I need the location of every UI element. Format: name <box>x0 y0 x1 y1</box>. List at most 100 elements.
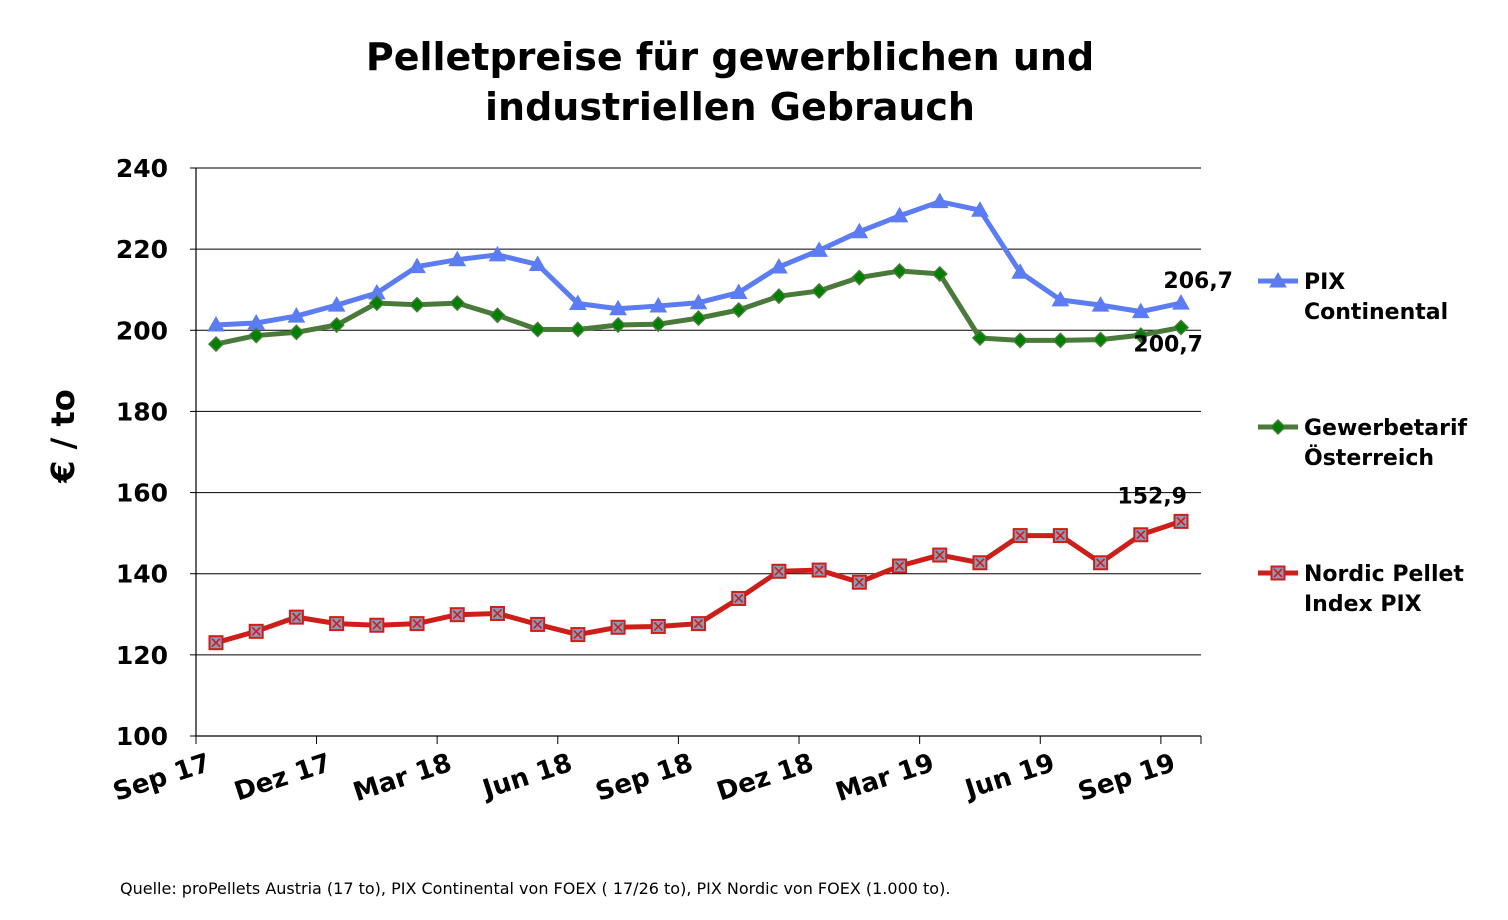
marker-pix-continental-7 <box>488 245 507 262</box>
marker-nordic-pellet-index-9-cross <box>573 630 583 640</box>
y-tick-label-120: 120 <box>116 641 168 670</box>
marker-gewerbetarif-oesterreich-1 <box>248 327 265 344</box>
source-note: Quelle: proPellets Austria (17 to), PIX … <box>120 879 950 898</box>
marker-nordic-pellet-index-24-cross <box>1176 516 1186 526</box>
marker-nordic-pellet-index-17-cross <box>894 561 905 571</box>
marker-pix-continental-17 <box>890 206 909 223</box>
marker-gewerbetarif-oesterreich-15 <box>811 282 828 299</box>
marker-nordic-pellet-index-10-cross <box>613 622 623 632</box>
marker-gewerbetarif-oesterreich-17 <box>891 262 908 280</box>
marker-nordic-pellet-index-18-cross <box>935 550 945 560</box>
marker-pix-continental-15 <box>810 241 828 257</box>
marker-nordic-pellet-index-14-cross <box>774 566 784 576</box>
x-tick-label-sep-19: Sep 19 <box>1075 748 1180 808</box>
marker-nordic-pellet-index-21-cross <box>1055 531 1065 541</box>
y-tick-label-160: 160 <box>116 479 168 508</box>
marker-nordic-pellet-index-7 <box>489 605 505 621</box>
marker-gewerbetarif-oesterreich-13 <box>730 301 747 319</box>
marker-pix-continental-2 <box>287 307 306 323</box>
y-tick-label-180: 180 <box>116 397 168 426</box>
x-tick-label-dez-18: Dez 18 <box>713 748 817 807</box>
axes <box>190 167 1202 744</box>
marker-nordic-pellet-index-3-cross <box>332 619 342 629</box>
marker-nordic-pellet-index-0-cross <box>211 638 221 648</box>
legend-label-gewerbetarif-oesterreich-0: Gewerbetarif <box>1304 416 1467 441</box>
marker-pix-continental-5 <box>408 257 426 274</box>
x-tick-label-mar-18: Mar 18 <box>350 748 456 808</box>
x-tick-label-mar-19: Mar 19 <box>832 748 938 808</box>
marker-nordic-pellet-index-18 <box>932 547 948 563</box>
marker-nordic-pellet-index-6 <box>449 607 465 623</box>
y-axis-label: € / to <box>44 389 82 484</box>
marker-gewerbetarif-oesterreich-10 <box>610 316 627 334</box>
marker-pix-continental-21 <box>1051 290 1070 307</box>
y-tick-label-220: 220 <box>116 235 168 264</box>
marker-nordic-pellet-index-19 <box>972 555 988 571</box>
legend-marker-nordic-pellet-index <box>1270 565 1286 581</box>
marker-nordic-pellet-index-21 <box>1052 528 1068 544</box>
marker-gewerbetarif-oesterreich-8 <box>529 321 546 338</box>
marker-pix-continental-0 <box>207 316 225 332</box>
marker-nordic-pellet-index-12 <box>691 616 706 632</box>
marker-pix-continental-8 <box>528 255 547 272</box>
marker-nordic-pellet-index-23-cross <box>1136 530 1146 540</box>
marker-nordic-pellet-index-8-cross <box>533 619 543 629</box>
marker-gewerbetarif-oesterreich-16 <box>851 269 868 286</box>
y-tick-label-200: 200 <box>116 316 168 345</box>
marker-nordic-pellet-index-15-cross <box>814 565 824 575</box>
y-tick-label-140: 140 <box>116 560 168 589</box>
series-lines <box>213 199 1184 646</box>
chart-title-line-1: Pelletpreise für gewerblichen und <box>366 35 1094 79</box>
marker-nordic-pellet-index-16-cross <box>854 577 864 587</box>
y-tick-label-240: 240 <box>116 154 168 183</box>
marker-gewerbetarif-oesterreich-7 <box>489 307 506 324</box>
y-tick-labels: 100 120 140 160 180 200 220 240 <box>116 154 168 751</box>
marker-pix-continental-22 <box>1091 296 1110 312</box>
marker-nordic-pellet-index-0 <box>208 635 224 651</box>
marker-nordic-pellet-index-13 <box>731 590 747 606</box>
marker-gewerbetarif-oesterreich-3 <box>328 316 345 334</box>
legend-label-pix-continental-0: PIX <box>1304 270 1345 295</box>
x-tick-label-jun-18: Jun 18 <box>477 748 576 806</box>
marker-pix-continental-14 <box>770 257 788 274</box>
marker-nordic-pellet-index-6-cross <box>452 610 462 620</box>
chart-title-line-2: industriellen Gebrauch <box>485 85 975 129</box>
marker-pix-continental-6 <box>448 250 467 267</box>
marker-nordic-pellet-index-1-cross <box>251 626 261 636</box>
marker-nordic-pellet-index-22-cross <box>1096 558 1106 568</box>
marker-gewerbetarif-oesterreich-23 <box>1132 327 1149 344</box>
marker-gewerbetarif-oesterreich-12 <box>690 310 707 327</box>
marker-gewerbetarif-oesterreich-11 <box>650 316 667 333</box>
marker-gewerbetarif-oesterreich-18 <box>931 265 948 282</box>
marker-gewerbetarif-oesterreich-5 <box>408 296 426 313</box>
y-tick-label-100: 100 <box>116 722 168 751</box>
marker-nordic-pellet-index-17 <box>892 558 908 574</box>
marker-gewerbetarif-oesterreich-24 <box>1172 319 1190 336</box>
data-label-pix-continental: 206,7 <box>1163 269 1233 294</box>
marker-nordic-pellet-index-9 <box>570 627 586 643</box>
marker-nordic-pellet-index-20 <box>1012 528 1028 544</box>
x-tick-label-dez-17: Dez 17 <box>231 748 335 807</box>
x-tick-label-jun-19: Jun 19 <box>960 748 1059 806</box>
marker-nordic-pellet-index-15 <box>811 562 827 578</box>
data-labels: 206,7 200,7 152,9 <box>1117 269 1233 509</box>
marker-nordic-pellet-index-16 <box>851 574 867 590</box>
marker-nordic-pellet-index-5-cross <box>412 619 422 629</box>
marker-nordic-pellet-index-2 <box>288 609 304 625</box>
series-markers <box>207 192 1190 651</box>
marker-gewerbetarif-oesterreich-22 <box>1092 331 1109 348</box>
marker-nordic-pellet-index-11-cross <box>653 621 663 632</box>
marker-pix-continental-9 <box>569 294 587 311</box>
legend-item-gewerbetarif-oesterreich: Gewerbetarif Österreich <box>1258 416 1467 471</box>
marker-pix-continental-3 <box>327 296 346 312</box>
marker-nordic-pellet-index-23 <box>1133 527 1149 543</box>
legend-label-nordic-pellet-index-1: Index PIX <box>1304 592 1422 617</box>
marker-nordic-pellet-index-12-cross <box>693 619 704 629</box>
marker-nordic-pellet-index-1 <box>248 623 264 639</box>
data-label-gewerbetarif-oesterreich: 200,7 <box>1133 332 1203 357</box>
legend-label-pix-continental-1: Continental <box>1304 300 1448 325</box>
legend-label-nordic-pellet-index-0: Nordic Pellet <box>1304 562 1464 587</box>
marker-pix-continental-12 <box>689 293 708 310</box>
marker-gewerbetarif-oesterreich-21 <box>1052 332 1069 349</box>
